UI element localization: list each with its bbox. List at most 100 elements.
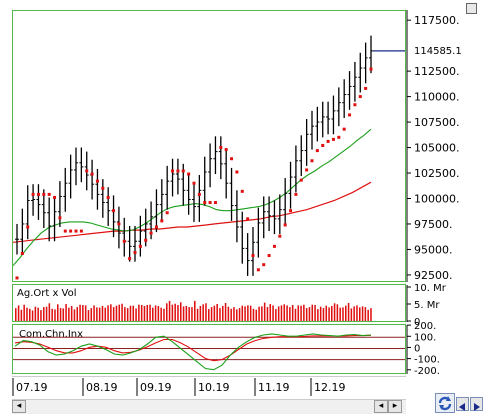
sar-point [348,113,352,117]
indicator-panel-title: Com.Chn.Inx [19,329,83,340]
indicator-tick-label: -200. [414,366,440,374]
volume-bar [261,306,263,321]
volume-bar [194,300,196,321]
volume-bar [138,304,140,321]
sar-point [165,211,169,215]
indicator-tick-label: 100. [414,332,436,343]
volume-bar [174,303,176,321]
volume-bar [76,307,79,321]
sar-point [79,229,83,233]
volume-bar [73,309,76,321]
sar-point [117,222,121,226]
sar-point [31,192,35,196]
sar-point [42,192,46,196]
sar-point [15,276,19,280]
horizontal-scrollbar[interactable]: ◂ ◂ ▸ [12,399,406,414]
sar-point [369,67,373,71]
sar-point [149,231,153,235]
volume-bar [333,303,336,321]
volume-bar [210,307,213,321]
volume-bar [93,305,95,321]
sar-point [278,234,282,238]
sar-point [305,168,309,172]
sar-point [74,229,78,233]
volume-bar [31,310,34,321]
volume-bar [98,307,101,321]
volume-bar [132,305,135,321]
volume-bar [227,306,230,321]
sar-point [20,251,24,255]
sar-point [315,149,319,153]
volume-bar [325,305,328,321]
sar-point [246,217,250,221]
volume-bar [238,308,241,321]
cci-line [14,333,372,371]
right-axis: 114585.1 117500. 112500. 110000. 107500. 105… [406,10,462,374]
sar-point [192,181,196,185]
volume-bar [219,308,221,321]
volume-bar [252,308,255,321]
sar-point [154,225,158,229]
volume-bar [202,304,204,321]
volume-bar [87,310,90,321]
volume-pane[interactable]: Ag.Ort x Vol [12,284,406,322]
sar-point [299,178,303,182]
volume-bar [224,303,227,321]
sar-point [321,143,325,147]
volume-bar [140,305,143,321]
indicator-pane[interactable]: Com.Chn.Inx [12,324,406,374]
sar-point [208,201,212,205]
volume-bar [345,305,347,321]
volume-bar [353,306,355,321]
sar-point [294,192,298,196]
time-tick-label: 08.19 [86,381,118,394]
volume-bar [367,309,369,321]
indicator-chart-svg: Com.Chn.Inx [13,329,405,371]
sar-point [187,172,191,176]
volume-bar [154,305,157,321]
volume-bar [54,309,56,321]
volume-bar [289,307,291,321]
volume-bar [213,305,216,321]
volume-bar [17,305,20,321]
sar-point [69,229,73,233]
volume-bar [305,308,308,321]
next-button[interactable] [470,397,483,411]
volume-bar [15,308,17,321]
volume-bar [236,309,238,321]
sar-point [63,229,67,233]
sar-point [235,170,239,174]
volume-bar [361,306,364,321]
volume-bar [43,307,45,321]
volume-bar [62,308,65,321]
volume-bar [300,305,302,321]
time-tick-label: 12.19 [314,381,346,394]
previous-button[interactable] [456,397,469,411]
ma-long-line [12,181,372,243]
volume-bar [286,305,288,321]
volume-bar [126,308,129,321]
volume-bar [191,307,193,321]
price-pane[interactable] [12,10,406,282]
volume-bar [294,308,297,321]
volume-bar [322,308,325,321]
volume-bar [185,306,188,321]
volume-bar [269,304,272,321]
sar-point [331,137,335,141]
volume-bar [135,308,137,321]
volume-bar [266,307,269,321]
volume-bar [34,306,37,321]
scroll-left-button[interactable]: ◂ [12,400,26,413]
refresh-button[interactable] [435,393,455,413]
sar-point [230,157,234,161]
volume-bar [247,305,249,321]
scroll-forward-button[interactable]: ▸ [388,400,402,413]
volume-bar [233,307,235,321]
indicator-tick-label: 0 [414,343,420,354]
refresh-icon [438,396,452,411]
volume-bar [143,306,146,321]
scroll-back-button[interactable]: ◂ [374,400,388,413]
volume-bar [241,305,244,321]
time-tick-label: 09.19 [140,381,172,394]
window-corner-button[interactable] [466,3,477,14]
